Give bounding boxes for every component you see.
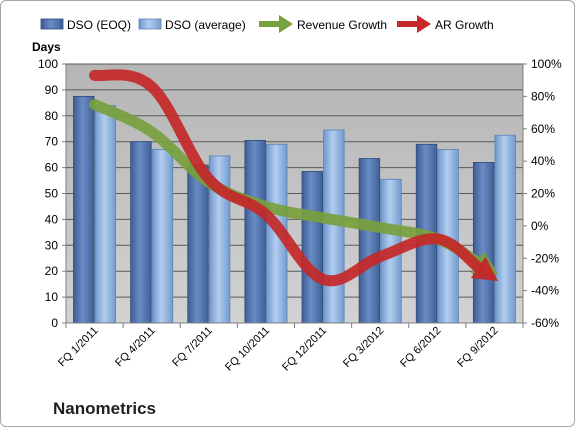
- y-tick-label: 40: [45, 212, 59, 226]
- y2-tick-label: -60%: [531, 316, 559, 330]
- legend-label: DSO (average): [165, 18, 246, 32]
- legend-label: Revenue Growth: [297, 18, 387, 32]
- bar-dso-eoq: [187, 164, 209, 324]
- y2-tick-label: -40%: [531, 284, 559, 298]
- x-tick-label: FQ 6/2012: [398, 325, 443, 370]
- legend-label: DSO (EOQ): [67, 18, 131, 32]
- legend-label: AR Growth: [435, 18, 494, 32]
- y-tick-label: 30: [45, 238, 59, 252]
- bar-dso-eoq: [358, 158, 381, 324]
- y2-tick-label: 20%: [531, 187, 555, 201]
- x-tick-label: FQ 3/2012: [341, 325, 386, 370]
- line-ar-growth: [89, 69, 484, 287]
- x-tick-label: FQ 10/2011: [223, 325, 272, 374]
- y2-tick-label: -20%: [531, 251, 559, 265]
- bar-dso-average: [94, 105, 117, 324]
- legend-item-revenue-growth: Revenue Growth: [259, 15, 387, 33]
- y-tick-label: 20: [45, 264, 59, 278]
- arrowhead-ar-growth: [470, 256, 498, 282]
- y2-tick-label: 60%: [531, 122, 555, 136]
- x-tick-label: FQ 7/2011: [170, 325, 215, 370]
- legend-arrowhead: [279, 15, 293, 33]
- bar-dso-eoq: [472, 162, 495, 324]
- y2-tick-label: 40%: [531, 154, 555, 168]
- bar-dso-eoq: [130, 141, 152, 324]
- legend-item-dso-eoq-: DSO (EOQ): [40, 18, 131, 32]
- x-tick-label: FQ 4/2011: [113, 325, 158, 370]
- y-tick-label: 70: [45, 135, 59, 149]
- bar-dso-average: [323, 129, 345, 324]
- y-tick-label: 100: [38, 57, 58, 71]
- company-name: Nanometrics: [53, 399, 156, 418]
- bar-dso-eoq: [301, 171, 323, 324]
- y-tick-label: 80: [45, 109, 59, 123]
- bar-dso-average: [151, 149, 174, 324]
- x-tick-label: FQ 1/2011: [56, 325, 101, 370]
- legend-arrowhead: [417, 15, 431, 33]
- y-axis-title: Days: [32, 40, 61, 54]
- legend-swatch: [40, 18, 64, 30]
- y-tick-label: 50: [45, 187, 59, 201]
- bar-dso-eoq: [244, 140, 266, 324]
- y2-tick-label: 100%: [531, 57, 562, 71]
- y2-tick-label: 0%: [531, 219, 549, 233]
- bar-dso-average: [494, 134, 516, 324]
- bar-dso-eoq: [73, 95, 95, 324]
- legend-item-dso-average-: DSO (average): [138, 18, 246, 32]
- legend-item-ar-growth: AR Growth: [397, 15, 494, 33]
- legend-swatch: [138, 18, 162, 30]
- y-tick-label: 90: [45, 83, 59, 97]
- x-tick-label: FQ 12/2011: [280, 325, 329, 374]
- y-tick-label: 60: [45, 161, 59, 175]
- x-tick-label: FQ 9/2012: [455, 325, 500, 370]
- y-tick-label: 0: [51, 316, 58, 330]
- y2-tick-label: 80%: [531, 89, 555, 103]
- y-tick-label: 10: [45, 290, 59, 304]
